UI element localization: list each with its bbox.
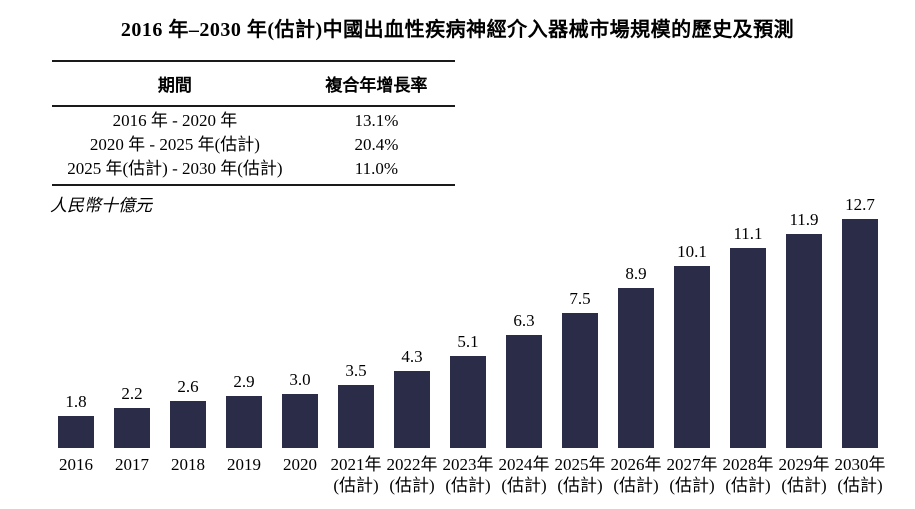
bar-chart: 1.8 2016 2.2 2017 2.6 2018 2.9 2019 3.0 2020 3.5 20… xyxy=(48,193,888,496)
bar xyxy=(450,356,486,448)
bar-value-label: 2.6 xyxy=(177,377,199,396)
bar-value-label: 3.0 xyxy=(289,370,311,389)
bar-area: 10.1 xyxy=(674,193,710,448)
bar xyxy=(394,371,430,448)
bar xyxy=(58,416,94,448)
x-axis-label: 2025年 (估計) xyxy=(554,455,606,495)
bar-area: 11.9 xyxy=(786,193,822,448)
chart-column: 12.7 2030年 (估計) xyxy=(832,193,888,496)
chart-column: 2.6 2018 xyxy=(160,193,216,476)
x-axis-label: 2018 xyxy=(171,455,205,474)
bar-area: 6.3 xyxy=(506,193,542,448)
chart-column: 11.1 2028年 (估計) xyxy=(720,193,776,496)
bar xyxy=(170,401,206,448)
bar-value-label: 4.3 xyxy=(401,347,423,366)
chart-column: 10.1 2027年 (估計) xyxy=(664,193,720,496)
bar-area: 8.9 xyxy=(618,193,654,448)
bar-area: 2.9 xyxy=(226,193,262,448)
bar-value-label: 12.7 xyxy=(845,195,875,214)
bar xyxy=(674,266,710,448)
bar xyxy=(282,394,318,448)
chart-column: 3.0 2020 xyxy=(272,193,328,476)
bar-value-label: 8.9 xyxy=(625,264,647,283)
cagr-period-cell: 2020 年 - 2025 年(估計) xyxy=(89,135,260,154)
cagr-table-body: 2016 年 - 2020 年 13.1% 2020 年 - 2025 年(估計) 2… xyxy=(52,107,455,184)
chart-column: 4.3 2022年 (估計) xyxy=(384,193,440,496)
chart-column: 3.5 2021年 (估計) xyxy=(328,193,384,496)
cagr-table-header-period: 期間 xyxy=(157,76,192,95)
bar-area: 3.5 xyxy=(338,193,374,448)
cagr-table-header-row: 期間 複合年增長率 xyxy=(52,62,455,107)
bar-area: 5.1 xyxy=(450,193,486,448)
cagr-period-cell: 2025 年(估計) - 2030 年(估計) xyxy=(67,159,283,178)
cagr-value-cell: 11.0% xyxy=(354,159,399,178)
cagr-table: 期間 複合年增長率 2016 年 - 2020 年 13.1% 2020 年 - 2… xyxy=(52,60,455,186)
cagr-table-row: 2025 年(估計) - 2030 年(估計) 11.0% xyxy=(52,157,455,181)
bar xyxy=(338,385,374,448)
x-axis-label: 2029年 (估計) xyxy=(778,455,830,495)
bar xyxy=(730,248,766,448)
bar xyxy=(786,234,822,448)
x-axis-label: 2017 xyxy=(115,455,149,474)
bar xyxy=(562,313,598,448)
x-axis-label: 2022年 (估計) xyxy=(386,455,438,495)
bar-area: 12.7 xyxy=(842,193,878,448)
cagr-table-row: 2020 年 - 2025 年(估計) 20.4% xyxy=(52,133,455,157)
chart-column: 2.2 2017 xyxy=(104,193,160,476)
x-axis-label: 2023年 (估計) xyxy=(442,455,494,495)
x-axis-label: 2030年 (估計) xyxy=(834,455,886,495)
chart-column: 5.1 2023年 (估計) xyxy=(440,193,496,496)
bar-value-label: 10.1 xyxy=(677,242,707,261)
bar-value-label: 5.1 xyxy=(457,332,479,351)
x-axis-label: 2019 xyxy=(227,455,261,474)
bar-value-label: 2.9 xyxy=(233,372,255,391)
chart-column: 2.9 2019 xyxy=(216,193,272,476)
x-axis-label: 2016 xyxy=(59,455,93,474)
chart-column: 7.5 2025年 (估計) xyxy=(552,193,608,496)
bar-area: 2.6 xyxy=(170,193,206,448)
bar-value-label: 11.1 xyxy=(733,224,763,243)
bar-value-label: 7.5 xyxy=(569,289,591,308)
x-axis-label: 2028年 (估計) xyxy=(722,455,774,495)
bar-area: 4.3 xyxy=(394,193,430,448)
x-axis-label: 2027年 (估計) xyxy=(666,455,718,495)
cagr-table-header-cagr: 複合年增長率 xyxy=(325,76,428,95)
x-axis-label: 2026年 (估計) xyxy=(610,455,662,495)
chart-column: 11.9 2029年 (估計) xyxy=(776,193,832,496)
bar-value-label: 11.9 xyxy=(789,210,819,229)
bar xyxy=(506,335,542,448)
bar-area: 7.5 xyxy=(562,193,598,448)
cagr-value-cell: 20.4% xyxy=(354,135,399,154)
bar-area: 11.1 xyxy=(730,193,766,448)
bar-value-label: 1.8 xyxy=(65,392,87,411)
bar-area: 2.2 xyxy=(114,193,150,448)
bar-area: 3.0 xyxy=(282,193,318,448)
bar-value-label: 6.3 xyxy=(513,311,535,330)
x-axis-label: 2021年 (估計) xyxy=(330,455,382,495)
bar xyxy=(842,219,878,448)
chart-column: 1.8 2016 xyxy=(48,193,104,476)
x-axis-label: 2020 xyxy=(283,455,317,474)
bar-value-label: 2.2 xyxy=(121,384,143,403)
page-title: 2016 年–2030 年(估計)中國出血性疾病神經介入器械市場規模的歷史及預測 xyxy=(120,19,795,41)
bar xyxy=(226,396,262,448)
chart-column: 8.9 2026年 (估計) xyxy=(608,193,664,496)
chart-column: 6.3 2024年 (估計) xyxy=(496,193,552,496)
cagr-value-cell: 13.1% xyxy=(354,111,399,130)
bar xyxy=(114,408,150,448)
bar-area: 1.8 xyxy=(58,193,94,448)
cagr-period-cell: 2016 年 - 2020 年 xyxy=(112,111,238,130)
y-axis-unit-label: 人民幣十億元 xyxy=(50,196,152,215)
cagr-table-row: 2016 年 - 2020 年 13.1% xyxy=(52,109,455,133)
bar xyxy=(618,288,654,448)
bar-value-label: 3.5 xyxy=(345,361,367,380)
x-axis-label: 2024年 (估計) xyxy=(498,455,550,495)
